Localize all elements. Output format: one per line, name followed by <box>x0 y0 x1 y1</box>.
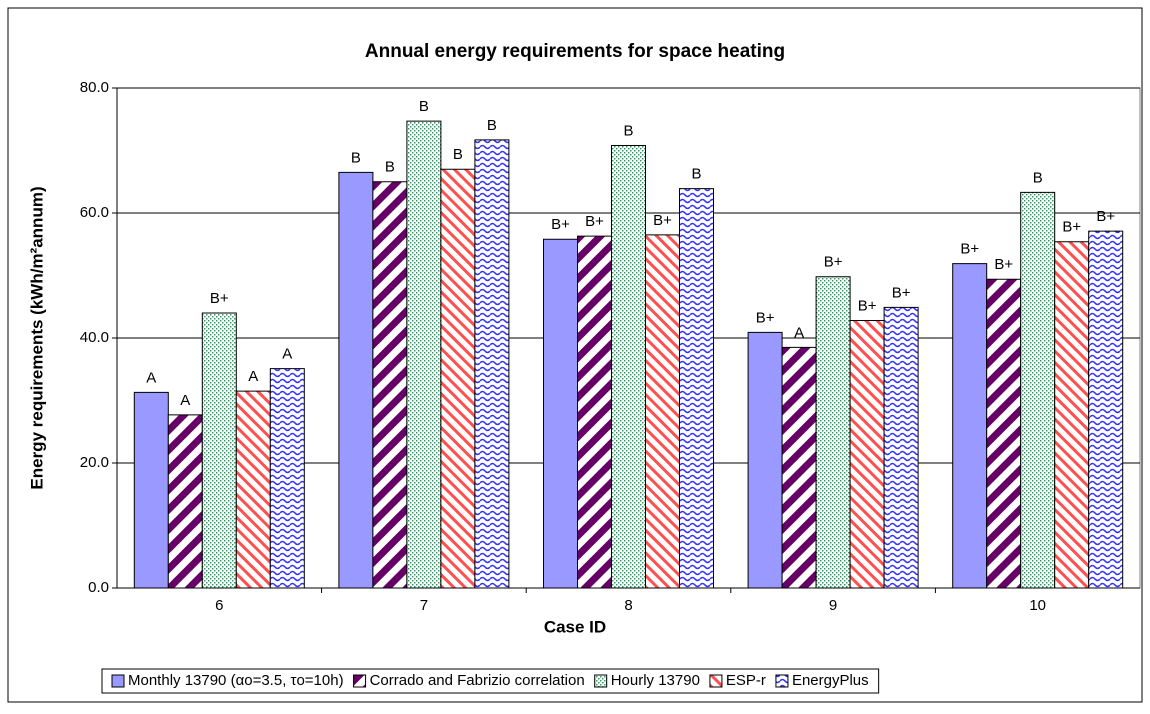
legend-swatch <box>594 674 608 688</box>
bar <box>1088 230 1124 589</box>
x-tick-label: 9 <box>829 597 837 614</box>
bar <box>167 414 203 589</box>
legend: Monthly 13790 (αo=3.5, τo=10h) Corrado an… <box>101 668 880 694</box>
x-tick-label: 7 <box>420 597 428 614</box>
legend-swatch <box>353 674 367 688</box>
bar <box>1020 191 1056 589</box>
bar <box>474 139 510 589</box>
data-label: B+ <box>892 284 911 301</box>
data-label: B <box>487 117 497 134</box>
y-tick-label: 60.0 <box>80 204 109 221</box>
bar <box>201 312 237 589</box>
legend-label: ESP-r <box>726 672 766 689</box>
data-label: B+ <box>585 213 604 230</box>
data-label: A <box>248 368 258 385</box>
data-label: B+ <box>653 212 672 229</box>
bar <box>133 391 169 589</box>
bar <box>543 238 578 589</box>
bar <box>406 120 442 589</box>
data-label: B+ <box>824 254 843 271</box>
bar <box>269 368 305 589</box>
legend-swatch <box>111 674 125 688</box>
bar <box>338 171 374 589</box>
legend-swatch <box>709 674 723 688</box>
data-label: A <box>146 369 156 386</box>
legend-label: Corrado and Fabrizio correlation <box>370 672 585 689</box>
bar <box>440 168 476 589</box>
x-axis-title: Case ID <box>544 617 606 636</box>
bar <box>815 276 851 589</box>
data-label: B+ <box>858 297 877 314</box>
chart-title: Annual energy requirements for space hea… <box>365 41 785 62</box>
data-label: B <box>385 159 395 176</box>
bar <box>986 278 1022 589</box>
y-tick-label: 40.0 <box>80 329 109 346</box>
bar <box>1054 241 1090 589</box>
x-tick-label: 6 <box>215 597 223 614</box>
data-label: B+ <box>210 290 229 307</box>
y-tick-label: 0.0 <box>88 579 109 596</box>
data-label: B+ <box>756 309 775 326</box>
legend-box <box>101 668 880 694</box>
bar <box>849 320 885 589</box>
data-label: B <box>623 122 633 139</box>
data-label: B <box>453 146 463 163</box>
data-label: A <box>794 324 804 341</box>
legend-label: Monthly 13790 (αo=3.5, τo=10h) <box>128 672 344 689</box>
bar <box>747 331 783 589</box>
data-label: B+ <box>1062 219 1081 236</box>
data-label: B+ <box>551 216 570 233</box>
data-label: B+ <box>1096 208 1115 225</box>
bar <box>372 181 408 589</box>
y-tick-label: 20.0 <box>80 454 109 471</box>
data-label: B <box>419 98 429 115</box>
bar <box>952 263 988 589</box>
data-label: B <box>1033 169 1043 186</box>
data-label: B <box>691 166 701 183</box>
bar <box>611 145 646 589</box>
y-tick-label: 80.0 <box>80 79 109 96</box>
bar <box>679 188 714 589</box>
legend-label: Hourly 13790 <box>611 672 700 689</box>
bar <box>577 235 612 589</box>
x-tick-label: 10 <box>1029 597 1046 614</box>
bar <box>781 346 817 589</box>
bar <box>645 234 680 589</box>
data-label: A <box>282 346 292 363</box>
data-label: B+ <box>994 256 1013 273</box>
data-label: B <box>351 149 361 166</box>
y-axis-title: Energy requirements (kWh/m²annum) <box>27 186 46 489</box>
legend-label: EnergyPlus <box>792 672 869 689</box>
data-label: B+ <box>960 241 979 258</box>
data-label: A <box>180 392 190 409</box>
bar <box>235 390 271 589</box>
legend-swatch <box>775 674 789 688</box>
bar <box>883 306 919 589</box>
x-tick-label: 8 <box>624 597 632 614</box>
